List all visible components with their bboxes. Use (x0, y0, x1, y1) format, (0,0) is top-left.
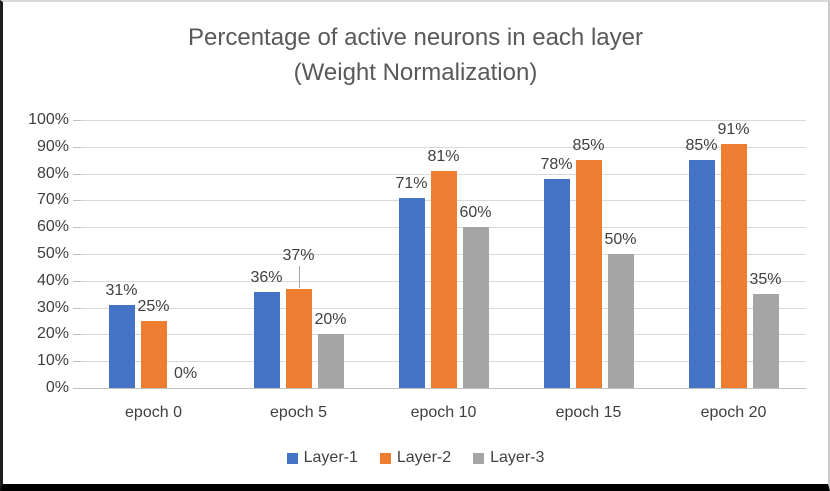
bar-label-layer-2-epoch-15: 85% (572, 137, 605, 155)
bar-layer-3-epoch-20 (752, 294, 779, 388)
legend-swatch-layer-2 (379, 452, 391, 464)
label-leader-line (299, 265, 300, 288)
gridline-90 (81, 147, 806, 148)
y-axis-tickmark-90 (73, 147, 81, 148)
legend-label-layer-1: Layer-1 (303, 449, 358, 466)
y-axis-tickmark-20 (73, 334, 81, 335)
bar-label-layer-3-epoch-15: 50% (604, 231, 637, 248)
bar-layer-1-epoch-10 (398, 197, 425, 388)
y-axis-tick-label-20: 20% (36, 325, 69, 342)
bar-label-layer-1-epoch-10: 71% (395, 174, 428, 192)
legend: Layer-1 Layer-2 Layer-3 (3, 448, 828, 468)
chart-title-line1: Percentage of active neurons in each lay… (188, 24, 643, 51)
gridline-100 (81, 120, 806, 121)
y-axis-tickmark-60 (73, 227, 81, 228)
bar-layer-1-epoch-20 (688, 160, 715, 388)
bar-layer-3-epoch-15 (607, 254, 634, 388)
x-axis-label-epoch-5: epoch 5 (270, 404, 327, 421)
bar-label-layer-3-epoch-5: 20% (314, 311, 347, 329)
bar-label-layer-1-epoch-5: 36% (250, 268, 283, 286)
y-axis-tick-label-0: 0% (45, 379, 69, 396)
y-axis-tick-label-40: 40% (36, 272, 69, 289)
bar-label-layer-3-epoch-10: 60% (459, 204, 492, 222)
legend-item-layer-1: Layer-1 (286, 448, 358, 468)
chart-title: Percentage of active neurons in each lay… (3, 20, 828, 90)
bar-layer-1-epoch-0 (108, 304, 135, 388)
y-axis-tickmark-0 (73, 388, 81, 389)
bar-layer-1-epoch-5 (253, 291, 280, 388)
bar-layer-2-epoch-0 (140, 321, 167, 388)
x-axis-label-epoch-0: epoch 0 (125, 404, 182, 421)
bar-label-layer-1-epoch-15: 78% (540, 155, 573, 173)
y-axis-tickmark-100 (73, 120, 81, 121)
y-axis-tick-label-90: 90% (36, 138, 69, 155)
y-axis-tick-label-100: 100% (28, 111, 69, 128)
y-axis-tick-label-80: 80% (36, 165, 69, 182)
bar-label-layer-2-epoch-20: 91% (717, 121, 750, 139)
bar-layer-3-epoch-5 (317, 334, 344, 388)
bar-layer-3-epoch-10 (462, 227, 489, 388)
y-axis-tickmark-50 (73, 254, 81, 255)
bar-label-layer-1-epoch-20: 85% (685, 137, 718, 155)
legend-item-layer-3: Layer-3 (473, 448, 544, 468)
bar-label-layer-2-epoch-5: 37% (282, 246, 315, 264)
legend-swatch-layer-3 (473, 452, 485, 464)
bar-label-layer-2-epoch-0: 25% (137, 298, 170, 315)
bar-label-layer-3-epoch-20: 35% (749, 271, 782, 289)
gridline-0 (81, 388, 806, 389)
bar-layer-2-epoch-20 (720, 144, 747, 388)
y-axis-tickmark-70 (73, 200, 81, 201)
y-axis-tickmark-30 (73, 308, 81, 309)
y-axis-tick-label-50: 50% (36, 245, 69, 262)
y-axis-tickmark-10 (73, 361, 81, 362)
bar-layer-2-epoch-15 (575, 160, 602, 388)
legend-swatch-layer-1 (286, 452, 298, 464)
y-axis-tick-label-60: 60% (36, 218, 69, 235)
plot-area: 0% 10% 20% 30% 40% 50% 60% 70% 80% 90% 100% epoch 0… (3, 2, 828, 484)
x-axis-label-epoch-15: epoch 15 (555, 404, 622, 421)
bar-layer-1-epoch-15 (543, 178, 570, 388)
y-axis-tick-label-30: 30% (36, 299, 69, 316)
x-axis-label-epoch-10: epoch 10 (410, 404, 477, 421)
y-axis-tickmark-80 (73, 174, 81, 175)
chart-title-line2: (Weight Normalization) (293, 59, 538, 86)
bar-label-layer-3-epoch-0: 0% (173, 365, 198, 382)
y-axis-tick-label-10: 10% (36, 352, 69, 369)
legend-label-layer-2: Layer-2 (396, 449, 452, 466)
bar-layer-2-epoch-5 (285, 288, 312, 388)
y-axis-tickmark-40 (73, 281, 81, 282)
bar-label-layer-2-epoch-10: 81% (427, 147, 460, 165)
legend-item-layer-2: Layer-2 (379, 448, 452, 468)
bar-layer-2-epoch-10 (430, 170, 457, 388)
x-axis-label-epoch-20: epoch 20 (700, 404, 767, 421)
bar-label-layer-1-epoch-0: 31% (105, 281, 138, 299)
y-axis-tick-label-70: 70% (36, 191, 69, 208)
legend-label-layer-3: Layer-3 (490, 449, 545, 466)
